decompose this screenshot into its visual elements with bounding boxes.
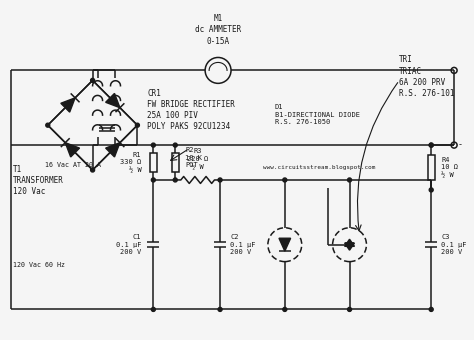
- Text: T1
TRANSFORMER
120 Vac: T1 TRANSFORMER 120 Vac: [13, 165, 64, 196]
- Circle shape: [347, 178, 352, 182]
- Circle shape: [136, 123, 139, 127]
- Circle shape: [151, 178, 155, 182]
- Polygon shape: [279, 238, 291, 251]
- Text: TRI
TRIAC
6A 200 PRV
R.S. 276-101: TRI TRIAC 6A 200 PRV R.S. 276-101: [399, 55, 455, 98]
- Circle shape: [429, 143, 433, 147]
- Circle shape: [429, 143, 433, 147]
- Circle shape: [283, 307, 287, 311]
- Circle shape: [218, 307, 222, 311]
- Text: C3
0.1 μF
200 V: C3 0.1 μF 200 V: [441, 234, 467, 255]
- Bar: [172, 153, 179, 172]
- Text: CR1
FW BRIDGE RECTIFIER
25A 100 PIV
POLY PAKS 92CU1234: CR1 FW BRIDGE RECTIFIER 25A 100 PIV POLY…: [147, 89, 235, 131]
- Polygon shape: [61, 98, 75, 112]
- Circle shape: [151, 307, 155, 311]
- Text: R3
220 Ω
½ W: R3 220 Ω ½ W: [187, 148, 208, 170]
- Circle shape: [173, 178, 177, 182]
- Polygon shape: [106, 143, 120, 157]
- Bar: [428, 155, 435, 180]
- Text: C1
0.1 μF
200 V: C1 0.1 μF 200 V: [116, 234, 141, 255]
- Text: M1
dc AMMETER
0-15A: M1 dc AMMETER 0-15A: [195, 14, 241, 46]
- Circle shape: [91, 79, 95, 82]
- Text: R1
330 Ω
½ W: R1 330 Ω ½ W: [120, 152, 141, 173]
- Circle shape: [283, 178, 287, 182]
- Polygon shape: [345, 243, 355, 250]
- Circle shape: [46, 123, 50, 127]
- Text: R2
10 K
POT: R2 10 K POT: [185, 147, 202, 168]
- Polygon shape: [345, 239, 355, 246]
- Text: www.circuitsstream.blogspot.com: www.circuitsstream.blogspot.com: [264, 165, 376, 170]
- Circle shape: [173, 143, 177, 147]
- Circle shape: [429, 188, 433, 192]
- Circle shape: [151, 143, 155, 147]
- Circle shape: [429, 307, 433, 311]
- Text: D1
B1-DIRECTIONAL DIODE
R.S. 276-1050: D1 B1-DIRECTIONAL DIODE R.S. 276-1050: [275, 104, 360, 125]
- Text: C2
0.1 μF
200 V: C2 0.1 μF 200 V: [230, 234, 255, 255]
- Polygon shape: [65, 143, 80, 157]
- Text: R4
10 Ω
½ W: R4 10 Ω ½ W: [441, 157, 458, 178]
- Text: -: -: [459, 141, 462, 150]
- Circle shape: [347, 307, 352, 311]
- Circle shape: [91, 168, 95, 172]
- Text: 16 Vac AT 20 A: 16 Vac AT 20 A: [45, 162, 101, 168]
- Polygon shape: [106, 94, 120, 108]
- Bar: [150, 153, 157, 172]
- Text: 120 Vac 60 Hz: 120 Vac 60 Hz: [13, 261, 65, 268]
- Circle shape: [218, 178, 222, 182]
